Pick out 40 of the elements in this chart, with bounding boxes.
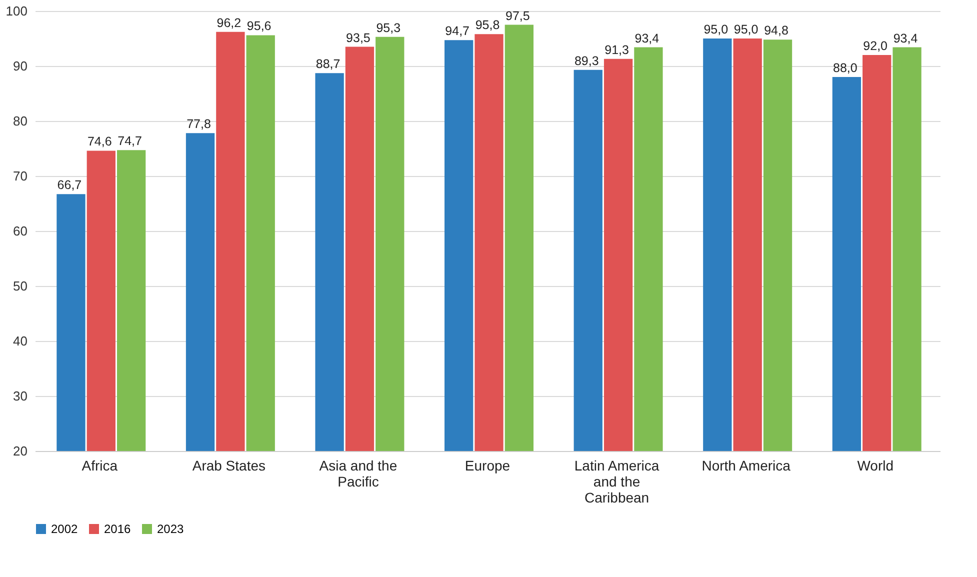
data-label: 89,3 [574,54,599,68]
legend-label: 2016 [104,522,132,536]
data-label: 93,5 [346,30,370,45]
data-label: 95,0 [704,22,728,36]
data-label: 66,7 [57,178,82,192]
data-label: 95,3 [376,20,401,35]
data-label: 94,7 [445,24,470,38]
data-label: 77,8 [186,117,211,132]
data-label: 74,7 [118,134,142,148]
y-tick-label: 90 [13,58,28,74]
data-label: 96,2 [216,16,242,30]
data-label: 94,8 [764,24,788,38]
y-tick-label: 30 [13,388,28,404]
data-label: 95,8 [475,18,500,32]
data-label: 93,4 [893,31,918,46]
x-tick-label: World [857,458,894,474]
data-label: 91,3 [604,42,629,57]
y-tick-label: 40 [13,334,28,348]
x-tick-label: Europe [464,458,510,474]
y-tick-label: 20 [13,444,28,458]
data-label: 93,4 [634,31,660,46]
x-tick-label: Latin America and the Caribbean [574,458,660,506]
y-tick-label: 50 [13,278,28,294]
y-tick-label: 70 [13,168,28,184]
x-tick-label: Asia and the Pacific [319,458,398,490]
data-label: 95,0 [734,22,758,36]
data-label: 88,7 [316,57,340,72]
data-label: 97,5 [505,8,530,23]
y-tick-label: 80 [13,114,28,128]
data-label: 88,0 [833,61,858,75]
x-tick-label: Arab States [192,458,266,474]
y-tick-label: 100 [6,4,28,18]
x-tick-label: North America [702,458,791,474]
legend-label: 2002 [51,522,78,536]
data-label: 74,6 [87,134,112,149]
x-tick-label: Africa [82,458,118,474]
data-label: 92,0 [863,39,888,53]
legend-label: 2023 [157,522,184,536]
y-tick-label: 60 [13,224,28,238]
data-label: 95,6 [246,19,272,34]
